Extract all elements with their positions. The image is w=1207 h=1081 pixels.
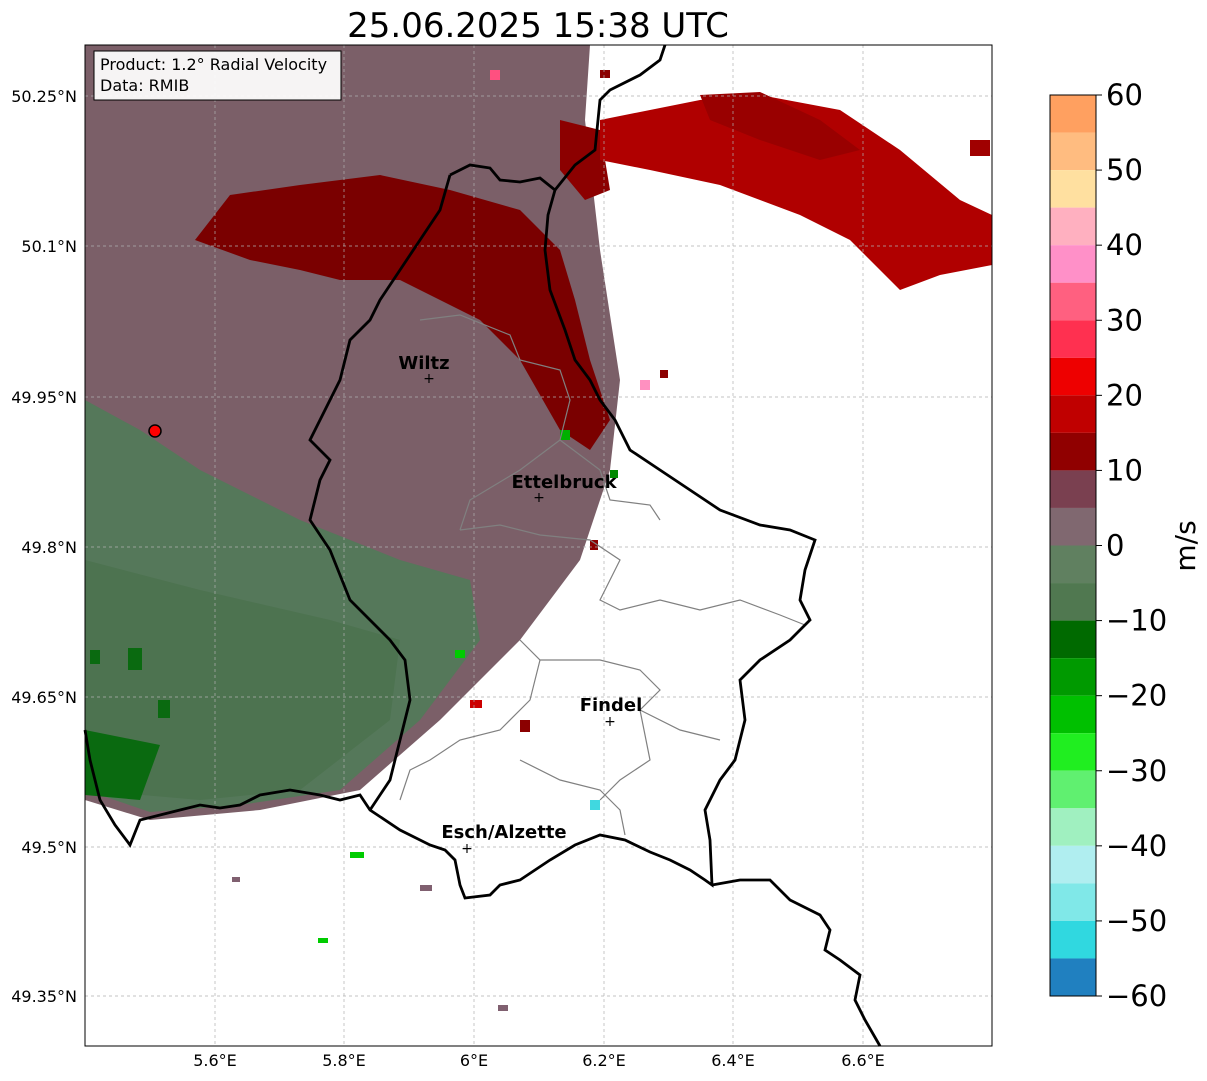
colorbar: 60 50 40 30 20 10 0 −10 −20 −30 −40 −50 −60 m/s [1049,78,1202,1013]
colorbar-tick-label: −40 [1106,829,1167,863]
colorbar-tick-label: 20 [1106,378,1143,412]
colorbar-band [1050,207,1096,246]
colorbar-band [1050,357,1096,396]
country-border-west [308,174,452,811]
data-source-text: Data: RMIB [100,76,189,95]
colorbar-tick-label: 30 [1106,303,1143,337]
colorbar-band [1050,545,1096,584]
colorbar-band [1050,583,1096,621]
colorbar-band [1050,132,1096,171]
colorbar-tick-label: 50 [1106,153,1143,187]
colorbar-band [1050,170,1096,208]
colorbar-tick-label: −30 [1106,754,1167,788]
lat-tick: 49.35°N [11,987,77,1006]
colorbar-band [1050,95,1096,133]
lon-tick: 6.4°E [711,1051,755,1070]
colorbar-unit-label: m/s [1169,520,1202,571]
colorbar-tick-label: 40 [1106,228,1143,262]
radar-echo-layer [85,45,992,1011]
city-label-ettelbruck: Ettelbruck [511,472,617,493]
colorbar-tick-label: −20 [1106,679,1167,713]
country-border-south [711,878,882,1047]
lat-tick: 49.8°N [21,538,77,557]
lat-tick: 50.25°N [11,87,77,106]
country-border [83,163,817,900]
lat-tick-labels: 50.25°N 50.1°N 49.95°N 49.8°N 49.65°N 49… [11,87,77,1006]
lon-tick: 6°E [460,1051,488,1070]
colorbar-ticks: 60 50 40 30 20 10 0 −10 −20 −30 −40 −50 −60 [1096,78,1167,1013]
city-marker-wiltz: + [423,371,435,387]
colorbar-band [1050,695,1096,734]
colorbar-band [1050,770,1096,809]
lon-tick: 6.6°E [841,1051,885,1070]
city-marker-ettelbruck: + [533,490,545,506]
colorbar-band [1050,920,1096,959]
colorbar-band [1050,808,1096,846]
city-esch: Esch/Alzette + [441,822,566,857]
colorbar-band [1050,432,1096,471]
radar-site-marker [148,424,162,438]
map-panel: Wiltz + Ettelbruck + Findel + Esch/Alzet… [83,44,993,1047]
colorbar-band [1050,320,1096,358]
product-info-box: Product: 1.2° Radial Velocity Data: RMIB [93,50,342,101]
colorbar-band [1050,620,1096,659]
city-label-esch-alzette: Esch/Alzette [441,822,566,843]
colorbar-band [1050,845,1096,884]
lat-tick: 49.5°N [21,838,77,857]
city-marker-findel: + [604,714,616,730]
colorbar-band [1050,507,1096,546]
colorbar-band [1050,470,1096,508]
colorbar-tick-label: −10 [1106,604,1167,638]
city-label-wiltz: Wiltz [398,353,449,374]
colorbar-tick-label: 60 [1106,78,1143,112]
country-border-north [553,44,667,191]
colorbar-band [1050,395,1096,433]
city-label-findel: Findel [580,695,643,716]
product-text: Product: 1.2° Radial Velocity [100,55,327,74]
colorbar-tick-label: 10 [1106,453,1143,487]
lon-tick-labels: 5.6°E 5.8°E 6°E 6.2°E 6.4°E 6.6°E [193,1051,885,1070]
colorbar-band [1050,245,1096,283]
colorbar-bands [1050,95,1096,996]
lon-tick: 5.8°E [322,1051,366,1070]
map-title: 25.06.2025 15:38 UTC [347,6,729,46]
city-marker-esch-alzette: + [461,841,473,857]
colorbar-band [1050,658,1096,696]
colorbar-band [1050,958,1096,996]
colorbar-band [1050,733,1096,771]
lat-tick: 49.65°N [11,688,77,707]
colorbar-band [1050,883,1096,921]
lon-tick: 5.6°E [193,1051,237,1070]
colorbar-tick-label: −60 [1106,979,1167,1013]
city-findel: Findel + [580,695,643,730]
lon-tick: 6.2°E [582,1051,626,1070]
colorbar-band [1050,282,1096,321]
colorbar-tick-label: 0 [1106,529,1124,563]
lat-tick: 49.95°N [11,388,77,407]
city-wiltz: Wiltz + [398,353,449,387]
lat-tick: 50.1°N [21,237,77,256]
canton-borders [399,314,806,836]
city-ettelbruck: Ettelbruck + [511,472,617,506]
colorbar-tick-label: −50 [1106,904,1167,938]
